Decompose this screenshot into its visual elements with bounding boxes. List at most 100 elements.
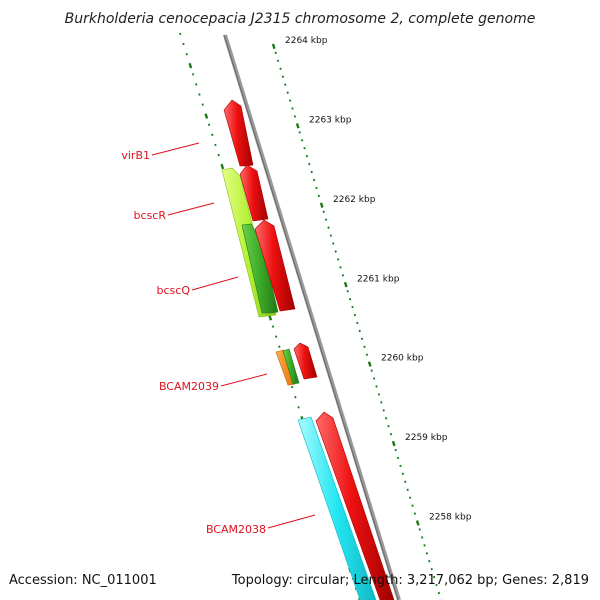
ruler-minor-tick	[418, 528, 421, 531]
ruler-minor-tick	[411, 504, 414, 507]
ruler-minor-tick	[408, 496, 412, 499]
ruler-minor-tick	[387, 424, 390, 428]
ruler-minor-tick	[317, 194, 321, 198]
ruler-minor-tick	[358, 329, 361, 333]
gene-feature-BCAM2039-orange	[275, 349, 296, 386]
tick-dot	[188, 62, 193, 69]
tick-dot	[207, 123, 211, 126]
svg-text:bcscQ: bcscQ	[157, 284, 191, 297]
tick-dot	[297, 406, 300, 409]
ruler-minor-tick	[425, 552, 429, 555]
ruler-minor-tick	[339, 266, 342, 269]
tick-dot	[268, 315, 273, 321]
ruler-minor-tick	[389, 432, 393, 436]
ruler-major-tick	[367, 361, 372, 367]
gene-feature-red-3	[254, 219, 296, 312]
genome-backbone	[223, 34, 401, 600]
ruler-minor-tick	[312, 178, 316, 182]
map-title: Burkholderia cenocepacia J2315 chromosom…	[65, 11, 536, 27]
ruler-minor-tick	[437, 591, 441, 595]
ruler-minor-tick	[284, 83, 287, 86]
ruler-minor-tick	[399, 464, 402, 468]
tick-dot	[211, 133, 214, 137]
ruler-minor-tick	[363, 345, 366, 349]
ruler-minor-tick	[276, 59, 280, 63]
svg-text:BCAM2038: BCAM2038	[206, 523, 266, 536]
ruler-major-tick	[295, 123, 300, 129]
ruler-major-tick	[319, 202, 324, 208]
ruler-minor-tick	[430, 567, 433, 571]
ruler-minor-tick	[308, 162, 311, 166]
ruler-minor-tick	[370, 369, 373, 372]
ruler-minor-tick	[305, 154, 309, 158]
ruler-minor-tick	[365, 353, 369, 356]
tick-dot	[191, 73, 195, 76]
ruler-minor-tick	[341, 274, 345, 277]
gene-feature-virB1	[223, 99, 254, 167]
ruler-minor-tick	[329, 234, 333, 237]
ruler-minor-tick	[404, 480, 407, 484]
accession-text: Accession: NC_011001	[9, 573, 157, 588]
ruler-label: 2260 kbp	[381, 354, 424, 364]
tick-dot	[182, 42, 185, 46]
genome-summary-text: Topology: circular; Length: 3,217,062 bp…	[231, 573, 589, 588]
ruler-minor-tick	[428, 560, 431, 563]
tick-dot	[278, 345, 281, 348]
ruler-minor-tick	[396, 456, 400, 460]
tick-dot	[217, 153, 220, 157]
tick-dot	[204, 113, 209, 119]
ruler-minor-tick	[346, 289, 349, 293]
ruler-label: 2261 kbp	[357, 274, 400, 284]
gene-feature-red-2	[239, 164, 269, 222]
ruler-minor-tick	[356, 321, 359, 325]
gene-label-BCAM2039: BCAM2039	[159, 373, 268, 393]
ruler-label: 2258 kbp	[429, 513, 472, 523]
ruler-minor-tick	[360, 337, 364, 341]
gene-label-bcscQ: bcscQ	[157, 276, 239, 297]
tick-dot	[201, 103, 204, 106]
ruler-minor-tick	[327, 226, 330, 229]
ruler-minor-tick	[348, 297, 352, 301]
ruler-minor-tick	[322, 210, 325, 213]
ruler-minor-tick	[377, 393, 381, 396]
ruler-minor-tick	[384, 417, 388, 420]
gene-label-BCAM2038: BCAM2038	[206, 514, 316, 536]
ruler-major-tick	[343, 281, 348, 288]
ruler-minor-tick	[382, 409, 385, 412]
tick-dot	[275, 335, 278, 338]
gene-feature-red-4	[293, 342, 318, 380]
ruler-minor-tick	[293, 115, 297, 118]
ruler-minor-tick	[375, 385, 378, 388]
ruler-minor-tick	[432, 575, 436, 579]
ruler-minor-tick	[351, 305, 354, 309]
ruler-minor-tick	[336, 258, 340, 261]
ruler-minor-tick	[413, 512, 417, 515]
ruler-minor-tick	[288, 99, 292, 102]
ruler-minor-tick	[291, 107, 294, 110]
gene-label-virB1: virB1	[121, 142, 200, 162]
ruler-minor-tick	[372, 377, 376, 380]
svg-text:virB1: virB1	[121, 149, 150, 162]
ruler-minor-tick	[274, 51, 277, 55]
tick-dot	[198, 93, 201, 96]
tick-dot	[214, 143, 217, 147]
ruler-minor-tick	[334, 250, 337, 253]
tick-dot	[291, 385, 294, 389]
ruler-major-tick	[415, 520, 420, 526]
ruler-minor-tick	[406, 488, 409, 491]
ruler-minor-tick	[394, 448, 397, 452]
ruler-minor-tick	[300, 139, 304, 142]
ruler-minor-tick	[310, 170, 313, 174]
ruler-minor-tick	[303, 146, 306, 150]
tick-dot	[220, 163, 225, 170]
ruler-minor-tick	[332, 242, 335, 245]
ruler-minor-tick	[353, 313, 357, 317]
ruler-label: 2263 kbp	[309, 115, 352, 125]
tick-dot	[195, 83, 198, 86]
ruler-minor-tick	[324, 218, 328, 221]
coordinate-ruler: 2264 kbp 2263 kbp 2262 kbp 2261 kbp 2260 kbp…	[271, 36, 472, 600]
svg-text:bcscR: bcscR	[134, 209, 167, 222]
tick-dot	[294, 395, 297, 399]
ruler-minor-tick	[380, 401, 383, 404]
